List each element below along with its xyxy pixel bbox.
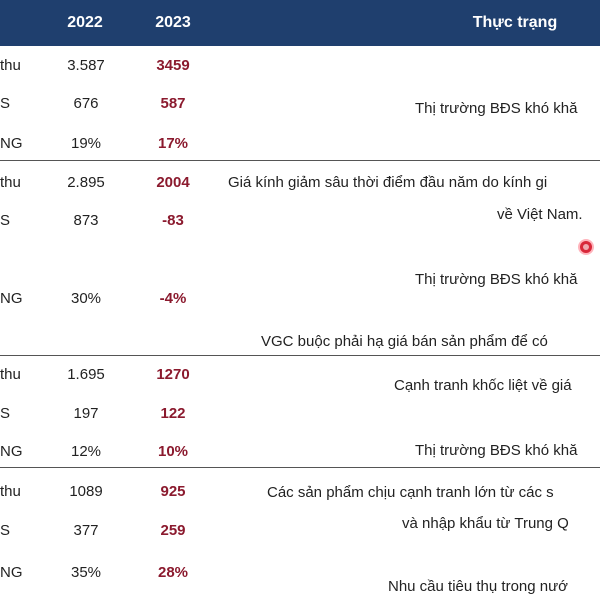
value-2023: 587 <box>160 95 186 112</box>
row-label: thu <box>0 366 21 383</box>
value-2023: 17% <box>157 135 189 152</box>
value-2023: 259 <box>160 522 186 539</box>
value-2023: 1270 <box>156 366 190 383</box>
group-divider <box>0 467 600 468</box>
status-note: Thị trường BĐS khó khă <box>415 271 578 288</box>
value-2022: 377 <box>73 522 99 539</box>
status-note: về Việt Nam. <box>497 206 583 223</box>
value-2022: 35% <box>70 564 102 581</box>
value-2022: 873 <box>73 212 99 229</box>
row-label: NG <box>0 443 23 460</box>
status-note: Nhu cầu tiêu thụ trong nướ <box>388 578 568 595</box>
value-2022: 1.695 <box>67 366 105 383</box>
value-2022: 3.587 <box>67 57 105 74</box>
row-label: S <box>0 95 11 112</box>
status-note: Giá kính giảm sâu thời điểm đầu năm do k… <box>228 174 548 191</box>
value-2023: 10% <box>157 443 189 460</box>
value-2022: 2.895 <box>67 174 105 191</box>
status-note: Cạnh tranh khốc liệt về giá <box>394 377 572 394</box>
group-divider <box>0 355 600 356</box>
value-2022: 19% <box>70 135 102 152</box>
header-year-2022: 2022 <box>67 14 103 31</box>
value-2023: 3459 <box>156 57 190 74</box>
value-2022: 30% <box>70 290 102 307</box>
status-note: và nhập khẩu từ Trung Q <box>402 515 569 532</box>
value-2022: 197 <box>73 405 99 422</box>
row-label: NG <box>0 290 23 307</box>
value-2022: 676 <box>73 95 99 112</box>
row-label: thu <box>0 483 21 500</box>
header-year-2023: 2023 <box>155 14 191 31</box>
value-2023: 122 <box>160 405 186 422</box>
value-2023: 2004 <box>156 174 190 191</box>
status-note: Thị trường BĐS khó khă <box>415 100 578 117</box>
value-2022: 12% <box>70 443 102 460</box>
status-note: Các sản phẩm chịu cạnh tranh lớn từ các … <box>267 484 554 501</box>
row-label: S <box>0 522 11 539</box>
value-2023: -4% <box>159 290 187 307</box>
group-divider <box>0 160 600 161</box>
value-2023: -83 <box>162 212 184 229</box>
row-label: S <box>0 212 11 229</box>
pointer-dot-icon <box>580 241 592 253</box>
value-2023: 28% <box>157 564 189 581</box>
header-status: Thực trạng <box>472 14 558 31</box>
row-label: thu <box>0 174 21 191</box>
row-label: NG <box>0 135 23 152</box>
row-label: thu <box>0 57 21 74</box>
status-note: VGC buộc phải hạ giá bán sản phẩm để có <box>261 333 548 350</box>
status-note: Thị trường BĐS khó khă <box>415 442 578 459</box>
value-2022: 1089 <box>69 483 103 500</box>
row-label: S <box>0 405 11 422</box>
row-label: NG <box>0 564 23 581</box>
table-header: 2022 2023 Thực trạng <box>0 0 600 46</box>
value-2023: 925 <box>160 483 186 500</box>
